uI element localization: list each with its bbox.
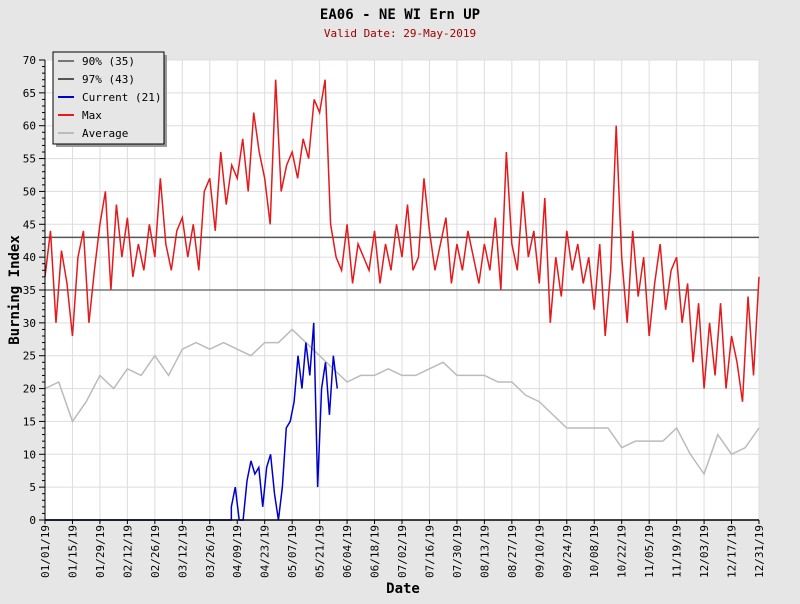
x-tick-label: 05/07/19	[286, 525, 299, 578]
x-axis-label: Date	[386, 581, 420, 597]
y-tick-label: 50	[23, 185, 36, 198]
y-tick-label: 60	[23, 120, 36, 133]
x-tick-label: 01/15/19	[66, 525, 79, 578]
x-tick-label: 01/01/19	[39, 525, 52, 578]
legend-label: Average	[82, 127, 128, 140]
x-tick-label: 12/17/19	[726, 525, 739, 578]
legend: 90% (35) 97% (43) Current (21) Max Average	[52, 51, 167, 147]
x-tick-label: 07/16/19	[423, 525, 436, 578]
x-tick-label: 09/24/19	[561, 525, 574, 578]
x-tick-label: 06/04/19	[341, 525, 354, 578]
legend-label: Current (21)	[82, 91, 161, 104]
y-tick-label: 55	[23, 153, 36, 166]
legend-label: 90% (35)	[82, 55, 135, 68]
x-tick-label: 05/21/19	[314, 525, 327, 578]
y-tick-label: 25	[23, 350, 36, 363]
x-tick-label: 01/29/19	[94, 525, 107, 578]
y-tick-label: 45	[23, 218, 36, 231]
axes: 0 5 10 15 20 25 30 35 40 45 50 55 60 65 70 01/01/19 01/1…	[23, 54, 766, 578]
y-tick-label: 65	[23, 87, 36, 100]
x-tick-label: 03/12/19	[176, 525, 189, 578]
legend-label: 97% (43)	[82, 73, 135, 86]
y-tick-label: 0	[29, 514, 36, 527]
x-tick-label: 07/30/19	[451, 525, 464, 578]
x-tick-label: 10/08/19	[588, 525, 601, 578]
x-tick-label: 10/22/19	[616, 525, 629, 578]
x-tick-label: 02/26/19	[149, 525, 162, 578]
chart-subtitle: Valid Date: 29-May-2019	[324, 27, 476, 40]
y-tick-label: 10	[23, 448, 36, 461]
y-tick-label: 5	[29, 481, 36, 494]
x-tick-label: 03/26/19	[204, 525, 217, 578]
y-tick-label: 35	[23, 284, 36, 297]
x-tick-label: 07/02/19	[396, 525, 409, 578]
y-axis-label: Burning Index	[7, 235, 23, 345]
x-tick-label: 12/03/19	[698, 525, 711, 578]
x-tick-label: 08/13/19	[478, 525, 491, 578]
x-tick-label: 09/10/19	[533, 525, 546, 578]
series-line-max	[44, 79, 760, 402]
chart-title: EA06 - NE WI Ern UP	[320, 7, 480, 23]
x-tick-label: 04/23/19	[259, 525, 272, 578]
y-tick-label: 70	[23, 54, 36, 67]
grid	[44, 59, 760, 521]
reference-lines	[45, 236, 759, 291]
y-tick-label: 15	[23, 415, 36, 428]
y-tick-label: 30	[23, 317, 36, 330]
x-tick-label: 06/18/19	[369, 525, 382, 578]
y-tick-label: 40	[23, 251, 36, 264]
x-tick-label: 04/09/19	[231, 525, 244, 578]
x-tick-label: 02/12/19	[121, 525, 134, 578]
y-tick-label: 20	[23, 383, 36, 396]
x-tick-label: 11/05/19	[643, 525, 656, 578]
x-tick-label: 11/19/19	[671, 525, 684, 578]
x-tick-label: 12/31/19	[753, 525, 766, 578]
series-line-average	[44, 328, 760, 476]
x-tick-label: 08/27/19	[506, 525, 519, 578]
legend-label: Max	[82, 109, 102, 122]
